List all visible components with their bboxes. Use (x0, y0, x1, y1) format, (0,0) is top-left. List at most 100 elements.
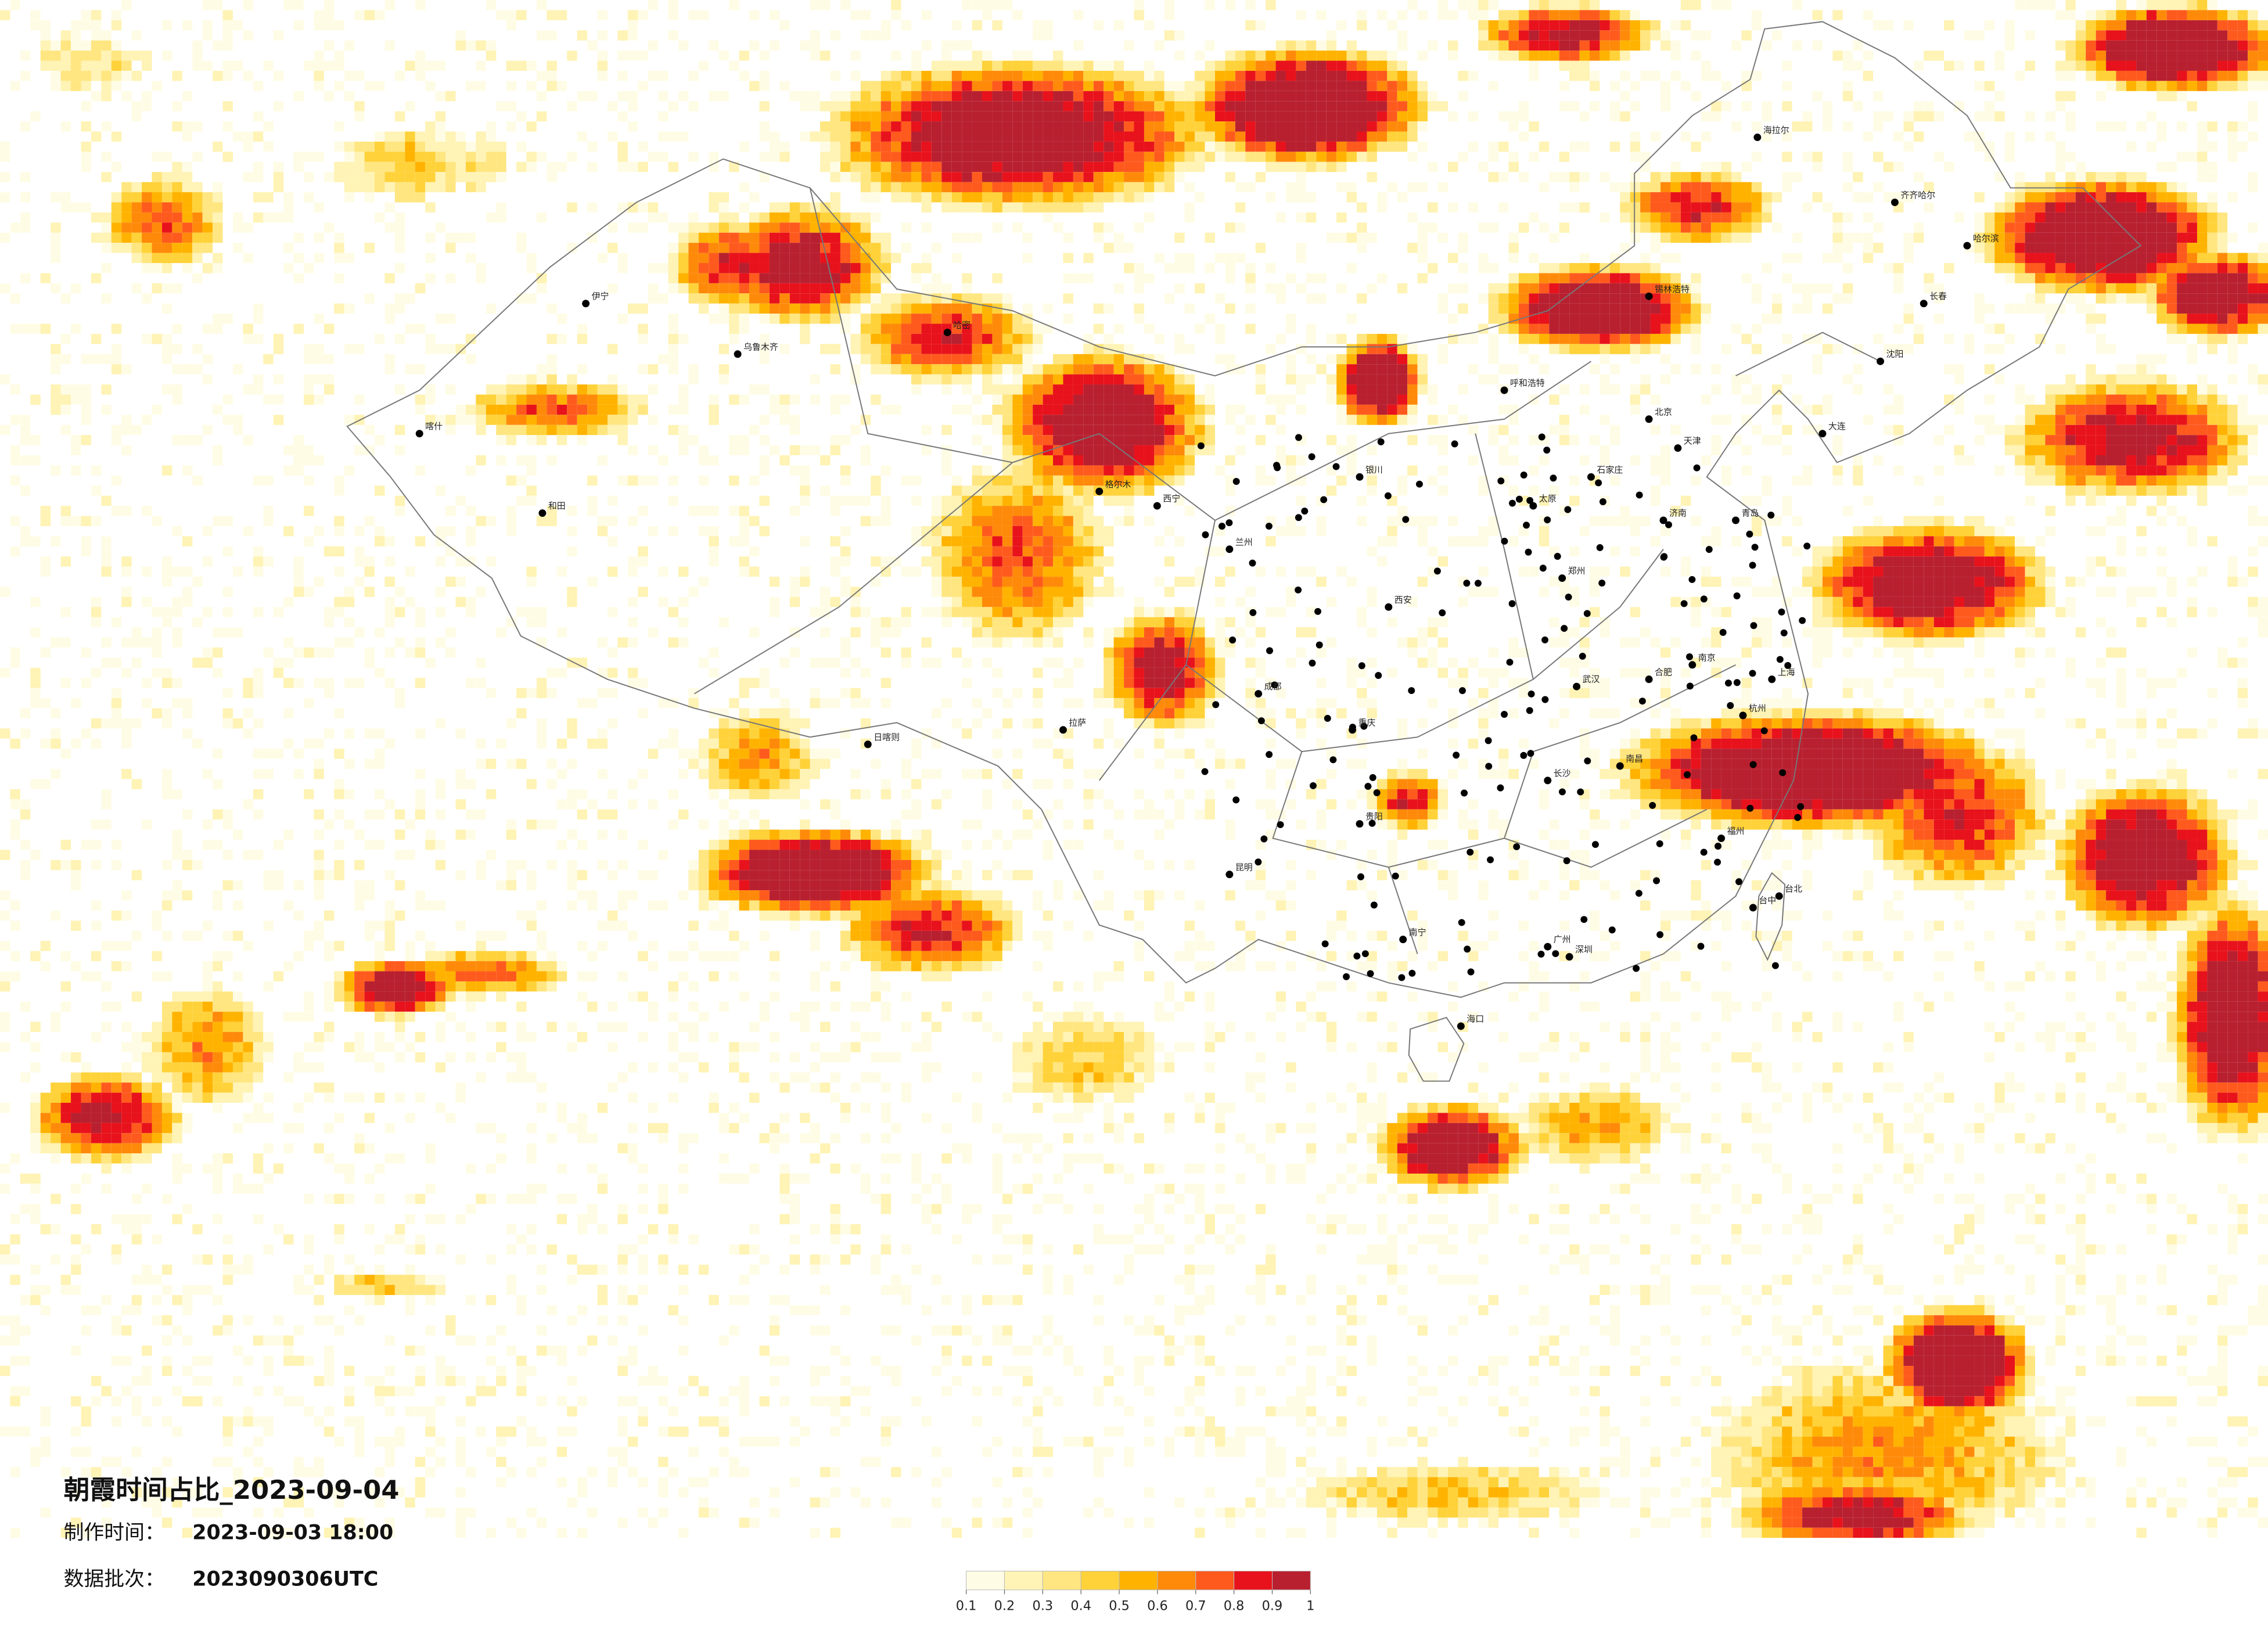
heat-cell (1225, 262, 1235, 274)
heat-cell (638, 51, 648, 61)
heat-cell (375, 182, 385, 193)
heat-cell (1134, 435, 1144, 445)
heat-cell (931, 526, 942, 537)
heat-cell (253, 475, 264, 486)
heat-cell (749, 192, 760, 203)
heat-cell (617, 30, 628, 41)
heat-cell (1569, 262, 1580, 274)
heat-cell (1336, 364, 1347, 375)
heat-cell (1437, 303, 1448, 314)
heat-cell (101, 30, 112, 41)
heat-cell (688, 212, 699, 223)
heat-cell (1660, 182, 1671, 193)
heat-cell (1751, 495, 1762, 506)
heat-cell (2248, 60, 2258, 71)
heat-cell (1518, 131, 1529, 142)
heat-cell (982, 333, 993, 344)
heat-cell (1124, 101, 1134, 111)
heat-cell (2116, 20, 2126, 31)
heat-cell (303, 172, 314, 182)
heat-cell (1640, 70, 1651, 81)
heat-cell (1336, 121, 1347, 132)
heat-cell (465, 404, 476, 415)
heat-cell (1428, 101, 1438, 111)
heat-cell (911, 81, 922, 91)
heat-cell (1195, 192, 1205, 203)
heat-cell (91, 60, 102, 71)
heat-cell (1275, 111, 1286, 122)
heat-cell (1266, 121, 1276, 132)
heat-cell (2197, 303, 2208, 314)
heat-cell (1104, 131, 1114, 142)
heat-cell (1660, 455, 1671, 466)
heat-cell (1549, 425, 1559, 436)
heat-cell (1002, 101, 1013, 111)
heat-cell (1336, 415, 1347, 425)
heat-cell (2227, 262, 2238, 274)
heat-cell (1073, 161, 1084, 172)
heat-cell (1002, 394, 1013, 405)
heat-cell (911, 495, 922, 506)
heat-cell (810, 374, 821, 385)
heat-cell (1691, 172, 1701, 182)
heat-cell (1043, 101, 1054, 111)
heat-cell (1214, 70, 1225, 81)
heat-cell (243, 222, 253, 233)
heat-cell (1093, 232, 1104, 243)
heat-cell (1691, 51, 1701, 61)
heat-cell (972, 232, 983, 243)
heat-cell (2187, 30, 2197, 41)
heat-cell (982, 182, 993, 193)
heat-cell (1650, 495, 1661, 506)
heat-cell (1063, 536, 1073, 546)
heat-cell (1741, 333, 1752, 344)
heat-cell (779, 243, 790, 253)
heat-cell (10, 81, 20, 91)
heat-cell (800, 40, 810, 51)
heat-cell (30, 394, 41, 405)
heat-cell (1397, 40, 1408, 51)
heat-cell (111, 192, 122, 203)
heat-cell (607, 131, 618, 142)
heat-cell (2156, 516, 2167, 526)
heat-cell (111, 232, 122, 243)
heat-cell (2136, 70, 2147, 81)
heat-cell (921, 354, 932, 365)
heat-cell (172, 202, 182, 213)
heat-cell (253, 374, 264, 385)
heat-cell (445, 425, 456, 436)
heat-cell (2197, 394, 2208, 405)
heat-cell (2096, 283, 2107, 294)
heat-cell (1569, 10, 1580, 20)
heat-cell (1144, 323, 1155, 334)
heat-cell (1387, 20, 1397, 31)
heat-cell (1093, 536, 1104, 546)
heat-cell (2166, 212, 2177, 223)
heat-cell (526, 404, 537, 415)
heat-cell (860, 121, 871, 132)
heat-cell (2166, 333, 2177, 344)
heat-cell (951, 152, 962, 162)
heat-cell (789, 243, 800, 253)
heat-cell (962, 141, 972, 152)
heat-cell (394, 131, 405, 142)
heat-cell (800, 333, 810, 344)
heat-cell (1063, 404, 1073, 415)
heat-cell (91, 30, 102, 41)
heat-cell (1012, 152, 1023, 162)
heat-cell (1488, 435, 1499, 445)
heat-cell (2156, 394, 2167, 405)
heat-cell (2166, 10, 2177, 20)
heat-cell (556, 161, 567, 172)
heat-cell (1367, 91, 1377, 102)
heat-cell (627, 394, 638, 405)
heat-cell (51, 364, 61, 375)
heat-cell (962, 161, 972, 172)
heat-cell (1640, 152, 1651, 162)
heat-cell (202, 30, 213, 41)
heat-cell (101, 81, 112, 91)
heat-cell (597, 404, 608, 415)
heat-cell (81, 101, 91, 111)
heat-cell (1296, 172, 1306, 182)
heat-cell (2227, 30, 2238, 41)
